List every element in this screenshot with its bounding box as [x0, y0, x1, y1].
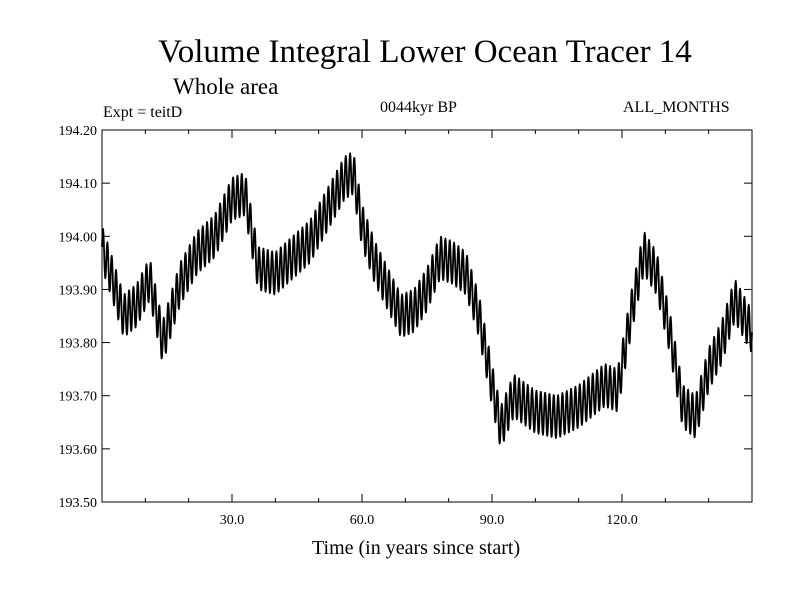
x-tick-label: 30.0: [220, 513, 245, 528]
x-tick-label: 60.0: [350, 513, 375, 528]
y-tick-label: 193.90: [59, 283, 98, 298]
x-tick-label: 90.0: [480, 513, 505, 528]
period-label: 0044kyr BP: [380, 99, 457, 116]
y-tick-label: 194.00: [59, 230, 98, 245]
plot-frame: [101, 129, 753, 503]
y-tick-label: 193.70: [59, 390, 98, 405]
experiment-label: Expt = teitD: [103, 104, 183, 121]
series-line: [101, 152, 753, 445]
y-tick-label: 194.20: [59, 124, 98, 139]
axis-ticks: [102, 129, 752, 503]
axis-tick-labels: 193.50 193.60 193.70 193.80 193.90 194.00 194.…: [59, 124, 638, 528]
y-tick-label: 193.80: [59, 337, 98, 352]
months-label: ALL_MONTHS: [623, 99, 730, 116]
x-axis-label: Time (in years since start): [312, 537, 521, 559]
chart-subtitle: Whole area: [173, 74, 279, 99]
y-tick-label: 194.10: [59, 177, 98, 192]
y-tick-label: 193.50: [59, 496, 98, 511]
chart-title: Volume Integral Lower Ocean Tracer 14: [158, 34, 692, 70]
y-tick-label: 193.60: [59, 443, 98, 458]
x-tick-label: 120.0: [606, 513, 638, 528]
